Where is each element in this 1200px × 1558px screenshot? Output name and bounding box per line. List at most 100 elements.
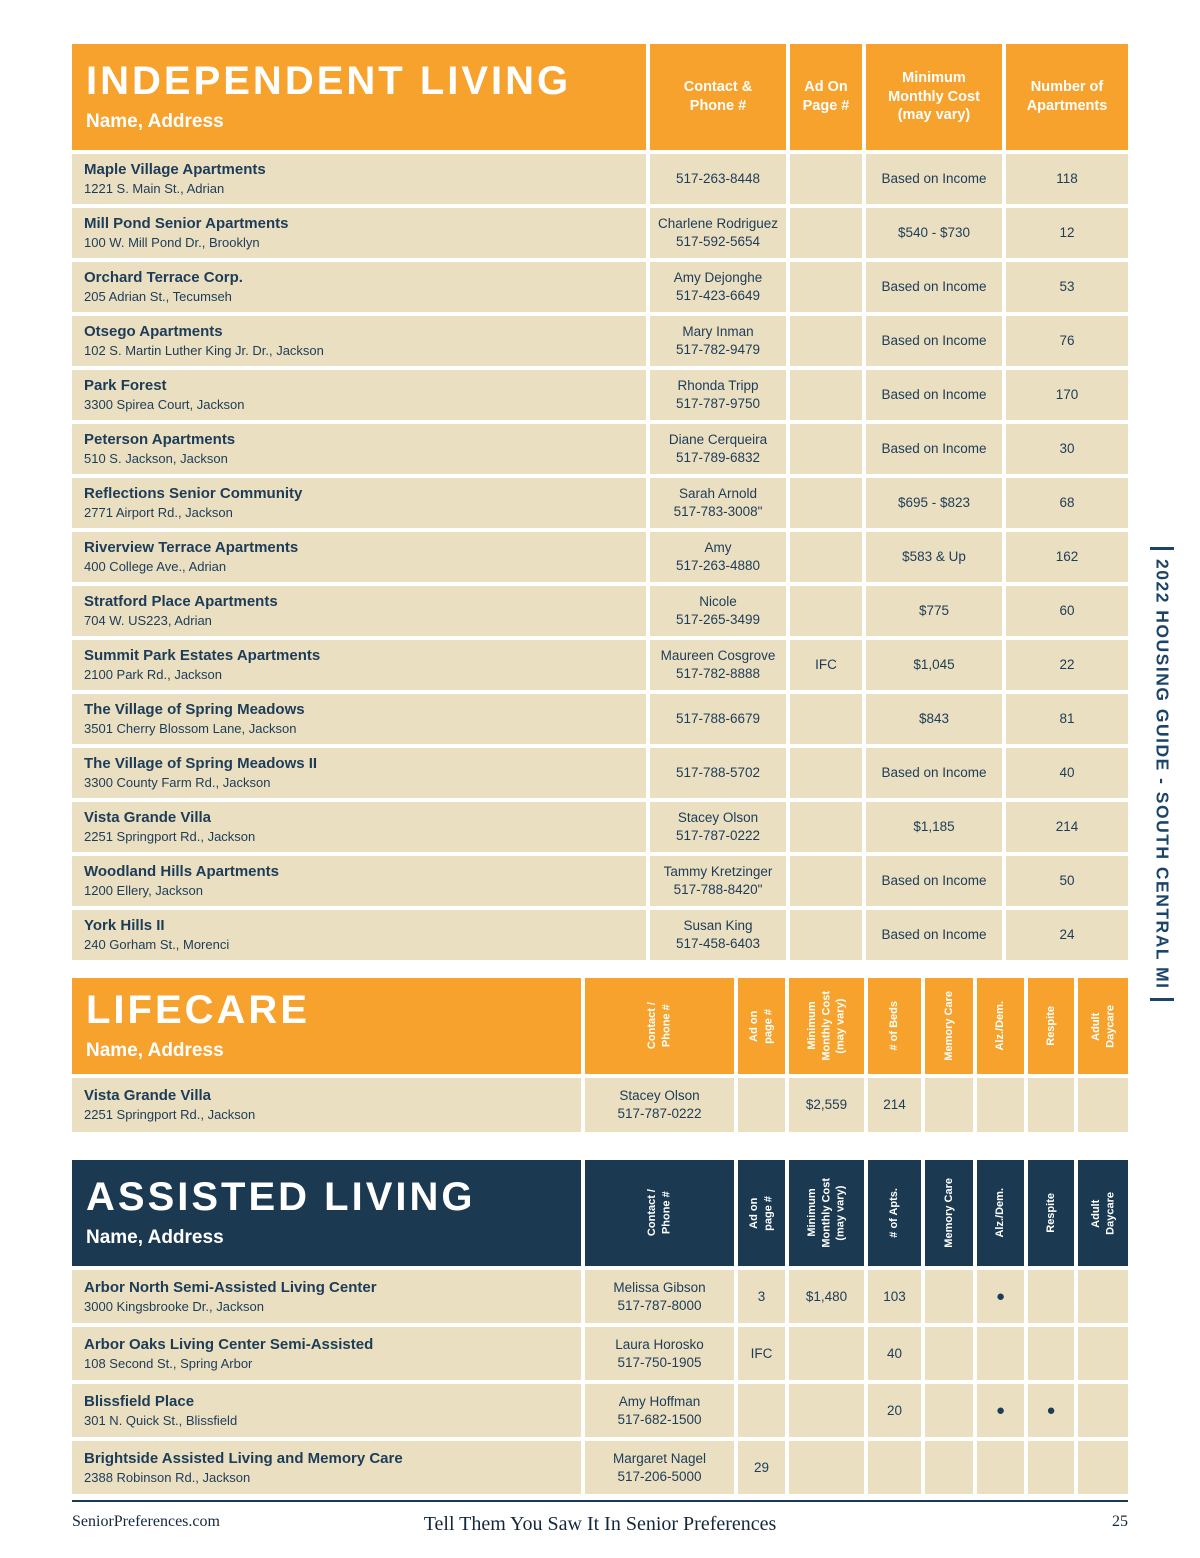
facility-name-cell: York Hills II 240 Gorham St., Morenci	[72, 910, 646, 960]
page-content: INDEPENDENT LIVING Name, Address Contact…	[72, 44, 1128, 1494]
rotated-label: Memory Care	[942, 1178, 955, 1248]
contact-cell: Susan King 517-458-6403	[650, 910, 786, 960]
apartments-count-cell: 118	[1006, 154, 1128, 204]
apartments-count-cell: 68	[1006, 478, 1128, 528]
contact-cell: Laura Horosko 517-750-1905	[585, 1327, 734, 1380]
alz-dem-cell	[977, 1441, 1024, 1494]
ad-page-cell	[790, 694, 862, 744]
column-header-memory-care: Memory Care	[925, 978, 973, 1074]
facility-name: Summit Park Estates Apartments	[84, 647, 321, 665]
contact-cell: Mary Inman 517-782-9479	[650, 316, 786, 366]
page-footer: SeniorPreferences.com Tell Them You Saw …	[72, 1500, 1128, 1535]
ad-page-cell	[790, 532, 862, 582]
assisted-living-header: ASSISTED LIVING Name, Address	[72, 1160, 581, 1266]
facility-name: Woodland Hills Apartments	[84, 863, 280, 881]
housing-guide-label: 2022 HOUSING GUIDE - SOUTH CENTRAL MI	[1152, 558, 1173, 990]
apts-count-cell: 103	[868, 1270, 921, 1323]
contact-cell: Margaret Nagel 517-206-5000	[585, 1441, 734, 1494]
column-header-respite: Respite	[1028, 1160, 1074, 1266]
monthly-cost-cell: $1,045	[866, 640, 1002, 690]
lifecare-table: LIFECARE Name, Address Contact / Phone #…	[72, 978, 1128, 1132]
facility-name-cell: Riverview Terrace Apartments 400 College…	[72, 532, 646, 582]
respite-cell: ●	[1028, 1384, 1074, 1437]
facility-name: Maple Village Apartments	[84, 161, 266, 179]
facility-name-cell: Brightside Assisted Living and Memory Ca…	[72, 1441, 581, 1494]
monthly-cost-cell: Based on Income	[866, 370, 1002, 420]
monthly-cost-cell: Based on Income	[866, 262, 1002, 312]
rotated-label: Alz./Dem.	[994, 1001, 1007, 1051]
facility-name: Riverview Terrace Apartments	[84, 539, 299, 557]
column-header-ad-page: Ad On Page #	[790, 44, 862, 150]
lifecare-section: LIFECARE Name, Address Contact / Phone #…	[72, 978, 1128, 1132]
contact-cell: Tammy Kretzinger 517-788-8420"	[650, 856, 786, 906]
facility-name-cell: Vista Grande Villa 2251 Springport Rd., …	[72, 1078, 581, 1132]
memory-care-cell	[925, 1078, 973, 1132]
facility-address: 205 Adrian St., Tecumseh	[84, 289, 232, 305]
facility-name-cell: Maple Village Apartments 1221 S. Main St…	[72, 154, 646, 204]
rotated-label: Adult Daycare	[1089, 1191, 1116, 1235]
adult-daycare-cell	[1078, 1078, 1128, 1132]
footer-inner: SeniorPreferences.com Tell Them You Saw …	[72, 1513, 1128, 1535]
facility-name-cell: Peterson Apartments 510 S. Jackson, Jack…	[72, 424, 646, 474]
ad-page-cell: IFC	[738, 1327, 785, 1380]
facility-name: Arbor Oaks Living Center Semi-Assisted	[84, 1335, 374, 1353]
ad-page-cell	[790, 478, 862, 528]
page-number: 25	[1112, 1513, 1128, 1530]
facility-address: 3300 County Farm Rd., Jackson	[84, 775, 271, 791]
rotated-label: Memory Care	[942, 991, 955, 1061]
beds-count-cell: 214	[868, 1078, 921, 1132]
facility-name-cell: Reflections Senior Community 2771 Airpor…	[72, 478, 646, 528]
alz-dem-cell	[977, 1078, 1024, 1132]
footer-tagline: Tell Them You Saw It In Senior Preferenc…	[423, 1513, 777, 1535]
ad-page-cell	[790, 154, 862, 204]
ad-page-cell	[790, 370, 862, 420]
facility-name: Brightside Assisted Living and Memory Ca…	[84, 1449, 403, 1467]
facility-name: Mill Pond Senior Apartments	[84, 215, 289, 233]
ad-page-cell	[790, 802, 862, 852]
facility-name: Peterson Apartments	[84, 431, 236, 449]
column-header-alz-dem: Alz./Dem.	[977, 1160, 1024, 1266]
assisted-living-table: ASSISTED LIVING Name, Address Contact / …	[72, 1160, 1128, 1494]
rotated-label: Contact / Phone #	[646, 1002, 673, 1050]
monthly-cost-cell	[789, 1327, 864, 1380]
ad-page-cell	[790, 910, 862, 960]
respite-cell	[1028, 1441, 1074, 1494]
column-header-num-apts: # of Apts.	[868, 1160, 921, 1266]
ad-page-cell	[790, 748, 862, 798]
facility-address: 100 W. Mill Pond Dr., Brooklyn	[84, 235, 260, 251]
facility-name-cell: Park Forest 3300 Spirea Court, Jackson	[72, 370, 646, 420]
lifecare-subtitle: Name, Address	[86, 1039, 224, 1061]
rotated-label: Contact / Phone #	[646, 1189, 673, 1237]
contact-cell: Amy 517-263-4880	[650, 532, 786, 582]
independent-living-section: INDEPENDENT LIVING Name, Address Contact…	[72, 44, 1128, 960]
decorative-dash-bottom	[1150, 998, 1174, 1002]
facility-name-cell: Stratford Place Apartments 704 W. US223,…	[72, 586, 646, 636]
facility-address: 108 Second St., Spring Arbor	[84, 1355, 253, 1371]
column-header-respite: Respite	[1028, 978, 1074, 1074]
independent-living-title: INDEPENDENT LIVING	[86, 58, 572, 103]
adult-daycare-cell	[1078, 1327, 1128, 1380]
adult-daycare-cell	[1078, 1441, 1128, 1494]
column-header-number-of-apartments: Number of Apartments	[1006, 44, 1128, 150]
monthly-cost-cell: $540 - $730	[866, 208, 1002, 258]
contact-cell: Amy Hoffman 517-682-1500	[585, 1384, 734, 1437]
facility-name: Otsego Apartments	[84, 323, 223, 341]
monthly-cost-cell: Based on Income	[866, 316, 1002, 366]
ad-page-cell: 29	[738, 1441, 785, 1494]
facility-name-cell: Woodland Hills Apartments 1200 Ellery, J…	[72, 856, 646, 906]
apartments-count-cell: 60	[1006, 586, 1128, 636]
rotated-label: Ad on page #	[748, 1008, 775, 1044]
ad-page-cell	[790, 208, 862, 258]
rotated-label: # of Beds	[888, 1001, 901, 1051]
memory-care-cell	[925, 1270, 973, 1323]
column-header-min-monthly-cost: Minimum Monthly Cost (may vary)	[789, 1160, 864, 1266]
facility-name: Orchard Terrace Corp.	[84, 269, 243, 287]
ad-page-cell: 3	[738, 1270, 785, 1323]
contact-cell: 517-788-5702	[650, 748, 786, 798]
decorative-dash-top	[1150, 546, 1174, 550]
alz-dem-cell: ●	[977, 1270, 1024, 1323]
rotated-label: Respite	[1044, 1193, 1057, 1233]
column-header-adult-daycare: Adult Daycare	[1078, 978, 1128, 1074]
facility-address: 240 Gorham St., Morenci	[84, 937, 230, 953]
facility-name: Reflections Senior Community	[84, 485, 303, 503]
